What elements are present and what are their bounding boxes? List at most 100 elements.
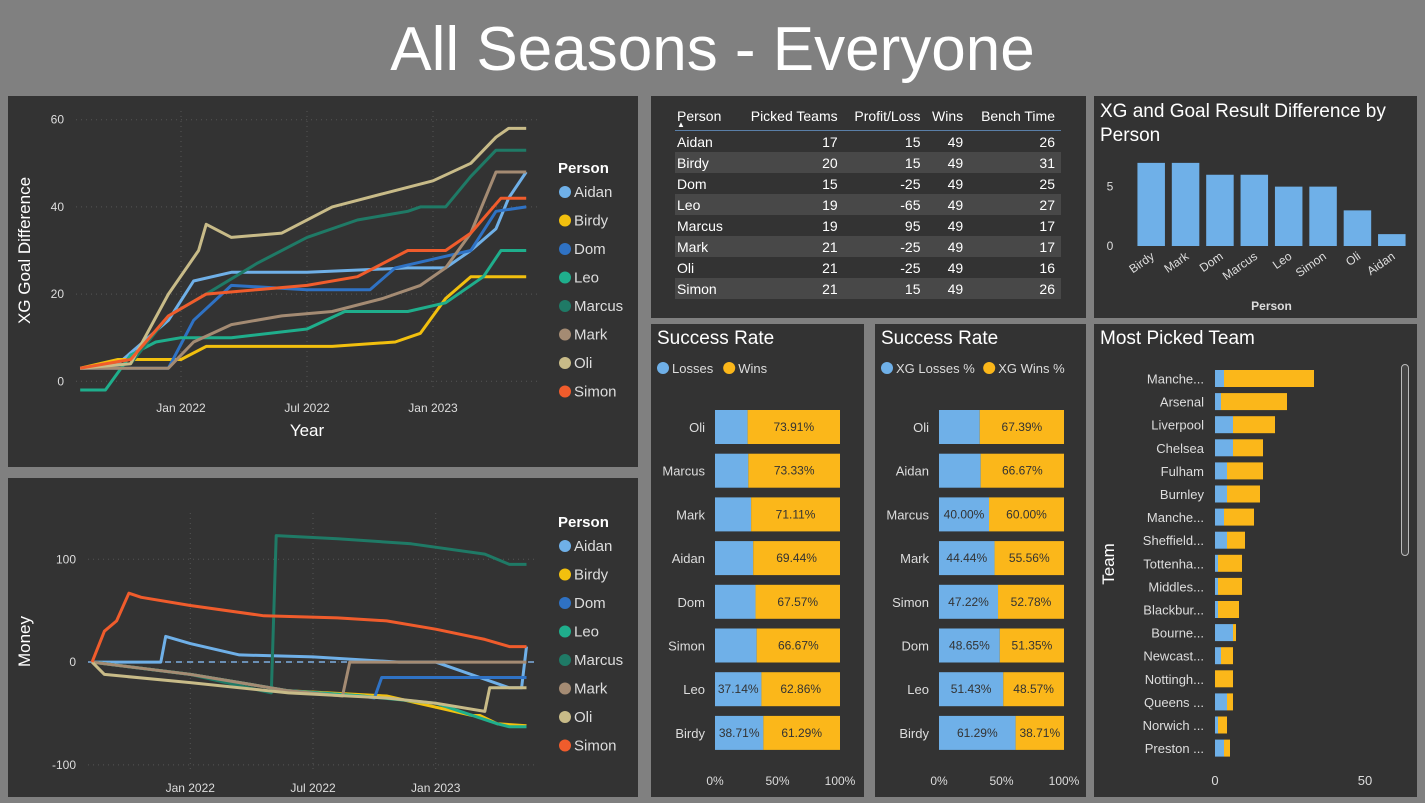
xg-line-panel[interactable]: 0 20 40 60 Jan 2022 Jul 2022 Jan 2023 Year XG Go… xyxy=(8,96,638,467)
bar-wins-marcus xyxy=(748,453,840,488)
sort-ascending-icon[interactable]: ▲ xyxy=(677,120,685,129)
table-cell: -25 xyxy=(900,259,921,276)
legend-label-dom: Dom xyxy=(574,241,606,258)
table-cell: 25 xyxy=(1039,175,1055,192)
data-label-losses: 47.22% xyxy=(948,595,989,609)
x-tick-label: Jan 2023 xyxy=(411,781,461,795)
team-label: Manche... xyxy=(1147,510,1204,525)
bar-losses-leo xyxy=(715,672,762,707)
bar-wins-dom xyxy=(755,584,840,619)
xg-success-rate-panel[interactable]: Success Rate XG Losses % XG Wins % Oli 67.3… xyxy=(875,324,1086,797)
y-tick-label: 0 xyxy=(57,374,64,388)
legend-dot-leo xyxy=(559,625,571,638)
xg-line-chart[interactable]: 0 20 40 60 Jan 2022 Jul 2022 Jan 2023 Year XG Go… xyxy=(8,96,638,467)
table-header-picked-teams[interactable]: Picked Teams xyxy=(736,102,844,131)
bar-aidan xyxy=(1378,234,1406,246)
table-row[interactable]: Leo 19 -65 49 27 xyxy=(675,194,1061,215)
stats-table-panel[interactable]: Person ▲ Picked Teams Profit/Loss Wins Bench … xyxy=(651,96,1086,318)
data-label-wins: 48.57% xyxy=(1013,682,1054,696)
x-tick-label: 50 xyxy=(1358,773,1372,788)
table-header-bench-time[interactable]: Bench Time xyxy=(969,102,1061,131)
bar-wins-simon xyxy=(756,628,840,663)
success-rate-chart[interactable]: Losses Wins Oli 73.91% Marcus 73.33% Mark 71.11… xyxy=(651,324,864,797)
table-row[interactable]: Oli 21 -25 49 16 xyxy=(675,257,1061,278)
table-row[interactable]: Aidan 17 15 49 26 xyxy=(675,131,1061,153)
xg-diff-panel[interactable]: XG and Goal Result Difference by Person … xyxy=(1094,96,1417,318)
category-label: Mark xyxy=(900,551,929,566)
legend-label: Wins xyxy=(738,361,767,376)
data-label-losses: 37.14% xyxy=(718,682,759,696)
money-line-panel[interactable]: -100 0 100 Jan 2022 Jul 2022 Jan 2023 Money Per… xyxy=(8,478,638,797)
legend-label-marcus: Marcus xyxy=(574,298,623,315)
category-label: Simon xyxy=(668,639,705,654)
team-label: Tottenha... xyxy=(1143,556,1204,571)
legend-dot-mark xyxy=(559,682,571,695)
x-tick-label: 50% xyxy=(989,774,1013,788)
stats-table[interactable]: Person ▲ Picked Teams Profit/Loss Wins Bench … xyxy=(675,102,1061,299)
xg-success-rate-chart[interactable]: XG Losses % XG Wins % Oli 67.39% Aidan 66.67%… xyxy=(875,324,1086,797)
x-tick-label: Jul 2022 xyxy=(290,781,336,795)
table-row[interactable]: Marcus 19 95 49 17 xyxy=(675,215,1061,236)
x-tick-label: Marcus xyxy=(1220,249,1260,283)
legend-dot-oli xyxy=(559,357,571,369)
category-label: Marcus xyxy=(886,507,929,522)
category-label: Birdy xyxy=(899,726,929,741)
bar-simon xyxy=(1309,186,1337,246)
category-label: Dom xyxy=(902,639,929,654)
bar-wins-oli xyxy=(747,410,840,444)
table-cell: 27 xyxy=(969,194,1061,215)
team-label: Manche... xyxy=(1147,372,1204,387)
table-cell: 49 xyxy=(947,133,964,150)
y-tick-label: 100 xyxy=(56,552,76,566)
y-tick-label: 60 xyxy=(51,113,65,127)
table-cell: 21 xyxy=(822,259,838,276)
data-label-wins: 38.71% xyxy=(1019,726,1060,740)
data-label-losses: 61.29% xyxy=(957,726,998,740)
table-row[interactable]: Simon 21 15 49 26 xyxy=(675,278,1061,299)
success-rate-panel[interactable]: Success Rate Losses Wins Oli 73.91% Marcus 73… xyxy=(651,324,864,797)
data-label-wins: 67.39% xyxy=(1002,420,1043,434)
team-label: Chelsea xyxy=(1156,441,1204,456)
y-axis-label: Team xyxy=(1099,543,1118,585)
bar-wins-team xyxy=(1233,416,1275,434)
bar-losses-team xyxy=(1215,554,1218,572)
y-tick-label: -100 xyxy=(52,758,76,772)
bar-losses-simon xyxy=(939,584,999,619)
most-picked-chart[interactable]: Team Manche... Arsenal Liverpool Chelsea Fulh… xyxy=(1094,324,1417,797)
bar-wins-leo xyxy=(1003,672,1064,707)
table-row[interactable]: Dom 15 -25 49 25 xyxy=(675,173,1061,194)
category-label: Mark xyxy=(676,507,705,522)
legend-label-simon: Simon xyxy=(574,384,617,401)
bar-wins-team xyxy=(1233,439,1263,457)
most-picked-panel[interactable]: Most Picked Team Team Manche... Arsenal Liv… xyxy=(1094,324,1417,797)
table-cell: 17 xyxy=(1039,217,1055,234)
table-header-person[interactable]: Person ▲ xyxy=(675,102,737,131)
legend-label-marcus: Marcus xyxy=(574,652,623,669)
money-line-chart[interactable]: -100 0 100 Jan 2022 Jul 2022 Jan 2023 Money Per… xyxy=(8,478,638,797)
bar-losses-team xyxy=(1215,577,1218,595)
category-label: Aidan xyxy=(896,464,929,479)
legend-dot-dom xyxy=(559,243,571,255)
table-row[interactable]: Birdy 20 15 49 31 xyxy=(675,152,1061,173)
bar-losses-team xyxy=(1215,370,1224,387)
bar-wins-leo xyxy=(761,672,840,707)
table-header-wins[interactable]: Wins xyxy=(926,102,970,131)
x-tick-label: 0% xyxy=(930,774,948,788)
legend-dot-xg-losses- xyxy=(881,362,893,374)
bar-wins-mark xyxy=(994,541,1064,576)
table-row[interactable]: Mark 21 -25 49 17 xyxy=(675,236,1061,257)
bar-dom xyxy=(1206,174,1234,246)
x-tick-label: Jan 2022 xyxy=(156,401,206,415)
table-header-profit-loss[interactable]: Profit/Loss xyxy=(843,102,927,131)
data-label-wins: 52.78% xyxy=(1011,595,1052,609)
team-label: Queens ... xyxy=(1144,695,1204,710)
y-tick-label: 40 xyxy=(51,200,65,214)
bar-wins-mark xyxy=(751,497,840,532)
legend-dot-birdy xyxy=(559,214,571,227)
table-cell: 16 xyxy=(1039,259,1055,276)
bar-losses-marcus xyxy=(939,497,989,532)
data-label-wins: 73.33% xyxy=(774,464,815,478)
legend-label-aidan: Aidan xyxy=(574,184,612,201)
team-scrollbar[interactable] xyxy=(1401,364,1409,556)
